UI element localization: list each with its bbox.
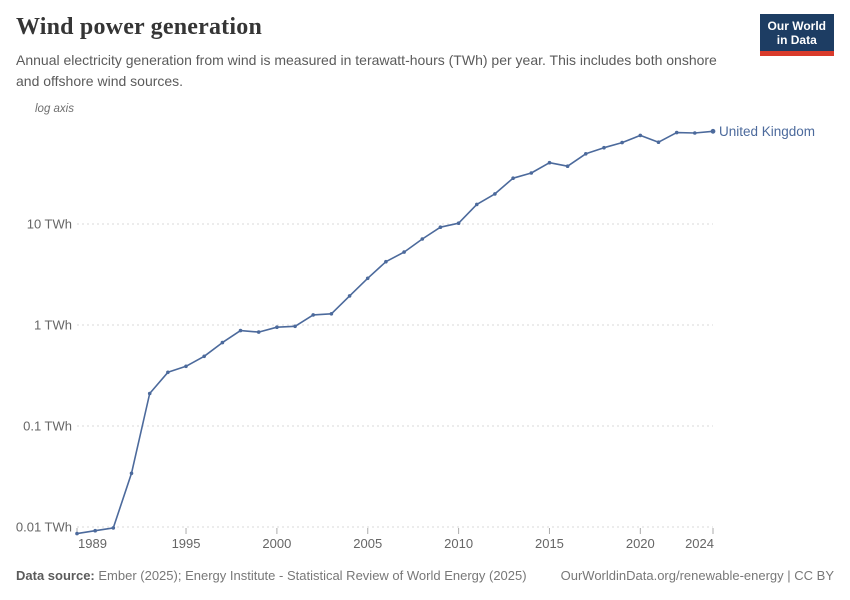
data-point[interactable] (602, 145, 606, 150)
data-source-label: Data source: (16, 568, 95, 583)
owid-logo[interactable]: Our World in Data (759, 14, 834, 57)
data-point[interactable] (75, 531, 79, 536)
data-point[interactable] (365, 276, 370, 281)
data-point[interactable] (475, 202, 479, 207)
x-axis-tick-label: 1989 (78, 536, 107, 551)
data-point[interactable] (693, 131, 697, 135)
data-point[interactable] (256, 330, 261, 334)
x-axis-tick-label: 2005 (353, 536, 382, 551)
data-point[interactable] (620, 140, 624, 145)
data-point[interactable] (184, 364, 188, 369)
y-axis-tick-label: 10 TWh (27, 217, 72, 232)
data-point[interactable] (529, 171, 534, 175)
x-axis-tick-label: 2020 (626, 536, 655, 551)
data-point[interactable] (547, 160, 552, 165)
data-point[interactable] (420, 237, 425, 241)
y-axis-tick-label: 1 TWh (34, 318, 72, 333)
series-line-united-kingdom[interactable] (76, 130, 714, 535)
entity-label[interactable]: United Kingdom (719, 124, 815, 139)
data-point[interactable] (565, 164, 570, 168)
data-point[interactable] (402, 250, 406, 254)
data-point[interactable] (147, 391, 152, 396)
owid-logo-line2: in Data (776, 33, 817, 48)
x-axis-tick-label: 1995 (172, 536, 201, 551)
x-axis-tick-label: 2010 (444, 536, 473, 551)
data-point[interactable] (275, 325, 279, 330)
data-point[interactable] (220, 340, 225, 345)
page-title: Wind power generation (16, 14, 262, 40)
data-source-note: Data source: Ember (2025); Energy Instit… (16, 568, 527, 583)
data-point[interactable] (93, 528, 97, 533)
data-point[interactable] (293, 324, 297, 329)
data-source-text: Ember (2025); Energy Institute - Statist… (94, 568, 527, 583)
data-point[interactable] (674, 130, 679, 135)
data-point[interactable] (347, 294, 352, 298)
data-point[interactable] (238, 328, 243, 333)
data-point[interactable] (456, 221, 461, 225)
owid-url-link[interactable]: OurWorldinData.org/renewable-energy | CC… (560, 568, 834, 583)
data-point[interactable] (311, 313, 316, 317)
data-point[interactable] (656, 140, 661, 144)
data-point[interactable] (493, 192, 497, 196)
y-axis-tick-label: 0.1 TWh (23, 419, 72, 434)
data-point[interactable] (584, 152, 588, 156)
x-axis-tick-label: 2015 (535, 536, 564, 551)
x-axis-tick-label: 2000 (262, 536, 291, 551)
y-axis-tick-label: 0.01 TWh (16, 520, 72, 535)
chart-subtitle: Annual electricity generation from wind … (16, 52, 717, 89)
data-point[interactable] (111, 526, 116, 530)
data-point[interactable] (129, 471, 134, 476)
data-point[interactable] (511, 176, 515, 180)
data-point[interactable] (438, 225, 443, 229)
log-axis-label: log axis (35, 103, 74, 115)
data-point[interactable] (202, 354, 206, 359)
data-point[interactable] (638, 133, 643, 138)
data-point[interactable] (710, 128, 716, 134)
x-axis-tick-label: 2024 (685, 536, 714, 551)
data-point[interactable] (166, 370, 170, 375)
data-point[interactable] (329, 312, 334, 316)
data-point[interactable] (384, 259, 388, 264)
owid-logo-line1: Our World (767, 19, 826, 33)
